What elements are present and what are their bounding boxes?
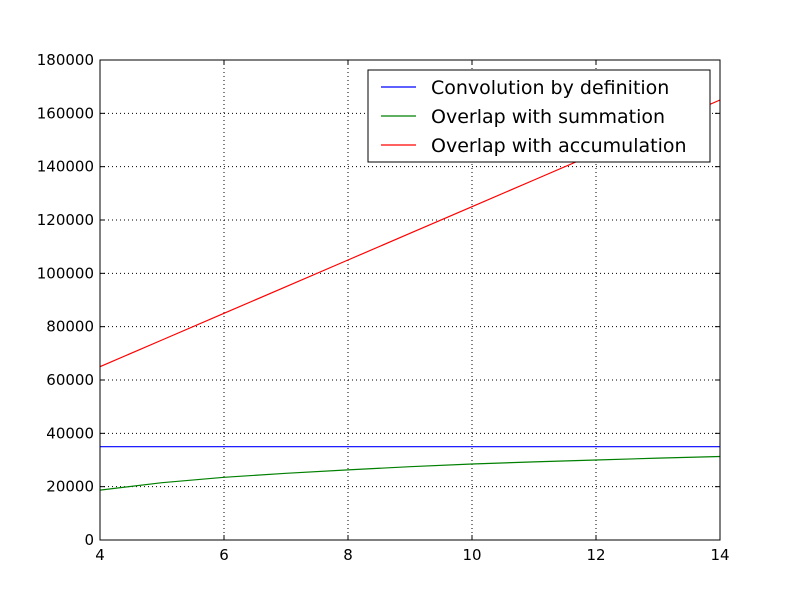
x-tick-label: 12 xyxy=(586,546,605,564)
y-tick-label: 120000 xyxy=(37,211,94,229)
legend-box xyxy=(367,69,711,163)
axes-frame xyxy=(99,59,721,541)
y-tick-label: 100000 xyxy=(37,264,94,282)
y-tick-label: 140000 xyxy=(37,158,94,176)
legend-label-overlap-with-accumulation: Overlap with accumulation xyxy=(431,135,687,157)
y-tick-label: 40000 xyxy=(46,424,94,442)
axis-ticks: 4 6 8 10 12 14 0 20000 40000 60000 80000 100000 1200… xyxy=(37,51,730,564)
y-tick-label: 0 xyxy=(84,531,94,549)
y-tick-label: 160000 xyxy=(37,104,94,122)
x-tick-label: 10 xyxy=(462,546,481,564)
y-tick-label: 180000 xyxy=(37,51,94,69)
y-tick-label: 20000 xyxy=(46,478,94,496)
x-tick-label: 8 xyxy=(343,546,353,564)
y-tick-label: 80000 xyxy=(46,318,94,336)
x-tick-label: 14 xyxy=(710,546,729,564)
series-line-overlap-with-summation xyxy=(100,455,720,491)
legend-label-overlap-with-summation: Overlap with summation xyxy=(431,106,665,128)
x-tick-label: 4 xyxy=(95,546,105,564)
legend-label-convolution-by-definition: Convolution by definition xyxy=(431,77,669,99)
y-tick-label: 60000 xyxy=(46,371,94,389)
x-tick-label: 6 xyxy=(219,546,229,564)
legend: Convolution by definition Overlap with su… xyxy=(367,69,711,163)
